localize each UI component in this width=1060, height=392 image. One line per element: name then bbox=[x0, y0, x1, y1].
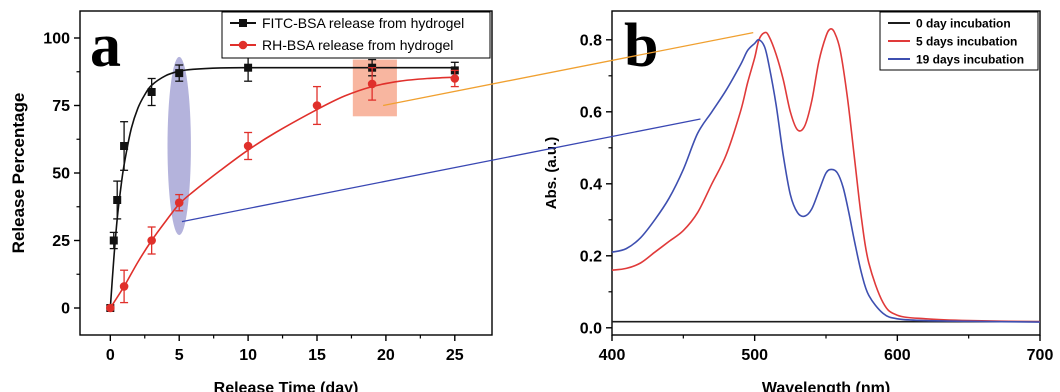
panel-label: b bbox=[624, 12, 658, 80]
data-point bbox=[175, 69, 184, 78]
series-1 bbox=[106, 53, 459, 312]
connector-blue bbox=[181, 118, 701, 223]
y-tick-label: 0.4 bbox=[580, 176, 602, 193]
y-axis-label: Abs. (a.u.) bbox=[543, 137, 560, 210]
y-tick-label: 0 bbox=[61, 301, 70, 318]
series-line bbox=[611, 28, 1041, 323]
legend-label: 19 days incubation bbox=[916, 52, 1024, 66]
y-tick-label: 0.8 bbox=[580, 32, 602, 49]
series-2 bbox=[611, 28, 1041, 323]
x-tick-label: 700 bbox=[1027, 347, 1054, 364]
x-tick-label: 20 bbox=[377, 347, 395, 364]
legend-label: 5 days incubation bbox=[916, 34, 1017, 48]
legend-entry: 5 days incubation bbox=[888, 34, 1017, 48]
x-tick-label: 500 bbox=[741, 347, 768, 364]
data-point bbox=[367, 79, 377, 89]
x-tick-label: 10 bbox=[239, 347, 257, 364]
series-3 bbox=[611, 38, 1041, 323]
y-tick-label: 0.2 bbox=[580, 248, 602, 265]
data-point bbox=[174, 198, 184, 207]
x-tick-label: 15 bbox=[308, 347, 326, 364]
connector-orange bbox=[383, 31, 754, 107]
data-point bbox=[119, 282, 129, 291]
data-point bbox=[109, 236, 118, 245]
panel-b: 400 500 600 700 0.0 0.2 0.4 0.6 0.8 Wavelength (n… bbox=[543, 10, 1054, 392]
y-axis-label: Release Percentage bbox=[9, 93, 28, 254]
connector-lines bbox=[181, 31, 754, 223]
data-point bbox=[312, 101, 322, 110]
y-tick-label: 50 bbox=[52, 166, 70, 183]
data-point bbox=[120, 142, 129, 150]
legend-marker bbox=[239, 19, 247, 27]
x-axis-label: Wavelength (nm) bbox=[762, 380, 890, 392]
legend-label: RH-BSA release from hydrogel bbox=[262, 37, 453, 53]
data-point bbox=[450, 74, 460, 83]
series-line bbox=[109, 76, 455, 309]
data-point bbox=[243, 141, 253, 151]
x-tick-label: 25 bbox=[446, 347, 464, 364]
y-tick-label: 0.0 bbox=[580, 320, 602, 337]
data-point bbox=[147, 236, 156, 245]
x-tick-label: 5 bbox=[175, 347, 184, 364]
data-point bbox=[106, 303, 115, 313]
x-axis-label: Release Time (day) bbox=[214, 380, 359, 392]
legend-entry: 0 day incubation bbox=[888, 16, 1011, 30]
legend-label: FITC-BSA release from hydrogel bbox=[262, 15, 464, 31]
data-point bbox=[244, 63, 253, 72]
y-tick-label: 75 bbox=[52, 98, 70, 115]
y-tick-label: 0.6 bbox=[580, 104, 602, 121]
legend-entry: RH-BSA release from hydrogel bbox=[230, 37, 453, 53]
x-tick-label: 0 bbox=[106, 347, 115, 364]
data-point bbox=[147, 88, 156, 96]
data-point bbox=[113, 196, 122, 204]
legend: FITC-BSA release from hydrogel RH-BSA rel… bbox=[221, 11, 491, 59]
legend-entry: FITC-BSA release from hydrogel bbox=[230, 15, 464, 31]
series-line bbox=[611, 38, 1041, 323]
legend-entry: 19 days incubation bbox=[888, 52, 1024, 66]
x-tick-label: 400 bbox=[599, 347, 626, 364]
series-2 bbox=[106, 67, 460, 313]
legend: 0 day incubation 5 days incubation 19 days… bbox=[879, 11, 1039, 71]
legend-label: 0 day incubation bbox=[916, 16, 1011, 30]
x-tick-label: 600 bbox=[884, 347, 911, 364]
y-tick-label: 25 bbox=[52, 233, 70, 250]
legend-marker bbox=[238, 40, 248, 50]
series-line bbox=[109, 66, 455, 309]
legend-box bbox=[221, 11, 491, 59]
panel-a: 0 5 10 15 20 25 0 25 50 75 100 Release Time (day) Re… bbox=[9, 10, 493, 392]
panel-label: a bbox=[90, 12, 121, 80]
y-tick-label: 100 bbox=[43, 31, 70, 48]
highlight-ellipse bbox=[167, 56, 191, 236]
